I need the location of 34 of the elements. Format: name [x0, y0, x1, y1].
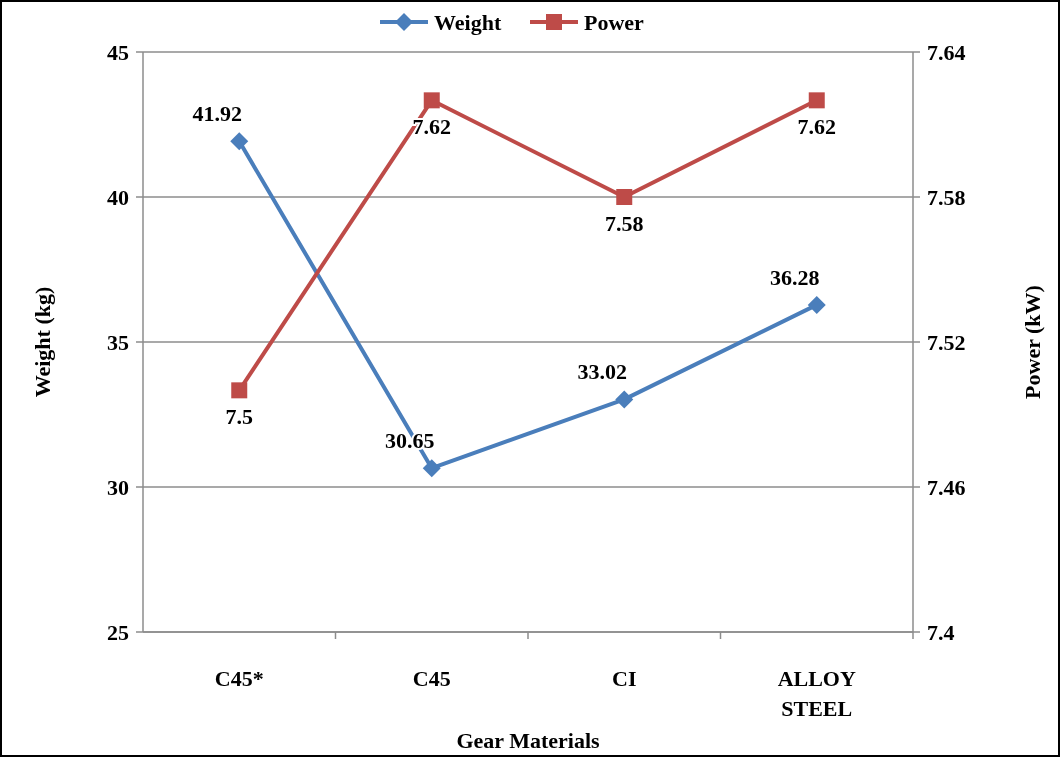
y2-tick-label: 7.52 [927, 329, 966, 355]
y2-tick-label: 7.46 [927, 474, 966, 500]
legend-label: Power [584, 9, 645, 35]
legend-label: Weight [434, 9, 502, 35]
point [422, 459, 441, 478]
data-label: 7.62 [412, 114, 451, 140]
point [423, 92, 440, 109]
data-label: 33.02 [577, 359, 627, 385]
point [808, 92, 825, 109]
y-tick-label: 40 [107, 184, 129, 210]
y-axis-title: Weight (kg) [30, 286, 55, 398]
point [230, 132, 249, 151]
data-label: 7.58 [605, 211, 644, 236]
data-label: 41.92 [192, 101, 242, 127]
point [807, 295, 826, 314]
point [231, 382, 248, 399]
point [616, 189, 633, 205]
y2-tick-label: 7.4 [927, 619, 955, 645]
y2-axis-title: Power (kW) [1020, 285, 1045, 399]
x-tick-label: C45 [412, 666, 451, 691]
data-label: 7.62 [797, 114, 836, 140]
x-tick-label: C45* [214, 666, 264, 691]
x-tick-label: ALLOY STEEL [777, 666, 856, 721]
x-axis-title: Gear Materials [456, 728, 601, 753]
y-tick-label: 45 [107, 39, 129, 65]
x-tick-label: CI [612, 666, 637, 691]
point [615, 390, 634, 409]
data-label: 7.5 [225, 404, 253, 430]
data-label: 36.28 [770, 264, 820, 290]
y-tick-label: 25 [107, 619, 129, 645]
y2-tick-label: 7.64 [927, 39, 966, 65]
y2-tick-label: 7.58 [927, 184, 966, 210]
y-tick-label: 30 [107, 474, 129, 500]
y-tick-label: 35 [107, 329, 129, 355]
